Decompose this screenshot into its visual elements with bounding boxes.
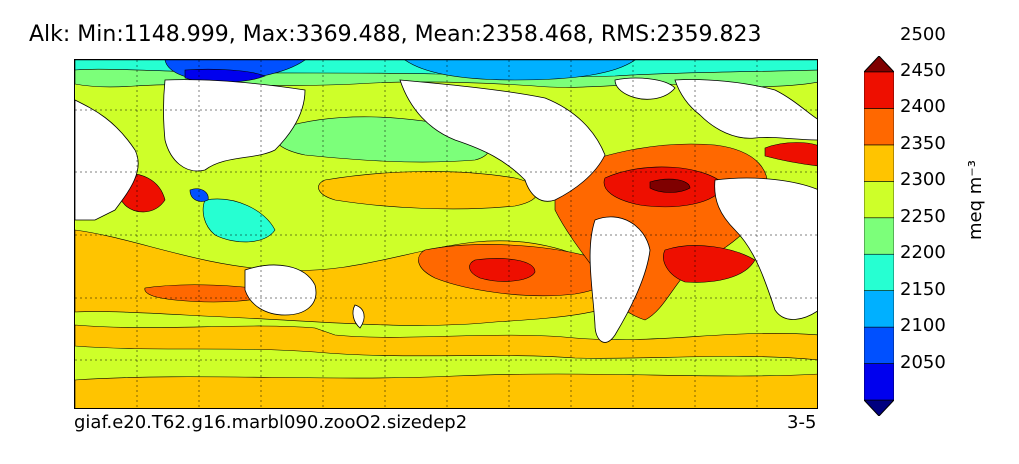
colorbar-segment — [864, 253, 894, 291]
colorbar-segment — [864, 108, 894, 146]
colorbar — [864, 56, 894, 416]
colorbar-tick-label: 2300 — [900, 169, 946, 191]
greenland — [614, 77, 676, 100]
southern-ocean-band — [75, 324, 817, 361]
south-america — [589, 216, 651, 343]
period-label: 3-5 — [787, 412, 817, 433]
colorbar-extend-min — [864, 399, 894, 416]
colorbar-tick-label: 2050 — [900, 351, 946, 373]
colorbar-tick-label: 2500 — [900, 23, 946, 45]
asia — [163, 79, 306, 172]
colorbar-extend-max — [864, 56, 894, 73]
colorbar-segment — [864, 181, 894, 219]
colorbar-unit-label: meq m⁻³ — [965, 159, 986, 240]
australia — [244, 264, 317, 316]
colorbar-tick-label: 2200 — [900, 242, 946, 264]
case-name-label: giaf.e20.T62.g16.marbl090.zooO2.sizedep2 — [74, 412, 468, 433]
europe — [674, 79, 817, 141]
colorbar-tick-label: 2450 — [900, 60, 946, 81]
north-atlantic-peak — [649, 178, 691, 193]
colorbar-segment — [864, 363, 894, 401]
graticule — [75, 60, 817, 408]
colorbar-tick-label: 2350 — [900, 132, 946, 154]
colorbar-segment — [864, 217, 894, 255]
colorbar-tick-label: 2250 — [900, 205, 946, 227]
north-pacific-gyre — [318, 171, 538, 210]
colorbar-segment — [864, 71, 894, 109]
maritime-continent — [202, 198, 276, 243]
arctic-band-blue — [404, 60, 636, 81]
south-atlantic-core — [663, 245, 756, 283]
mediterranean-high — [764, 142, 817, 167]
antarctic-band — [75, 373, 817, 408]
plot-title: Alk: Min:1148.999, Max:3369.488, Mean:23… — [29, 22, 762, 47]
colorbar-segments — [864, 56, 894, 416]
africa-west — [714, 177, 817, 320]
south-pacific-core — [469, 258, 536, 282]
colorbar-tick-label: 2150 — [900, 278, 946, 300]
africa-east — [75, 99, 139, 221]
colorbar-tick-label: 2400 — [900, 96, 946, 118]
colorbar-tick-label: 2100 — [900, 315, 946, 337]
colorbar-segment — [864, 326, 894, 364]
north-america — [399, 79, 606, 202]
map-canvas — [75, 60, 817, 408]
ocean-alkalinity-map — [74, 59, 818, 409]
land-masses — [75, 77, 817, 343]
colorbar-segment — [864, 290, 894, 328]
new-zealand — [352, 304, 365, 329]
colorbar-segment — [864, 144, 894, 182]
